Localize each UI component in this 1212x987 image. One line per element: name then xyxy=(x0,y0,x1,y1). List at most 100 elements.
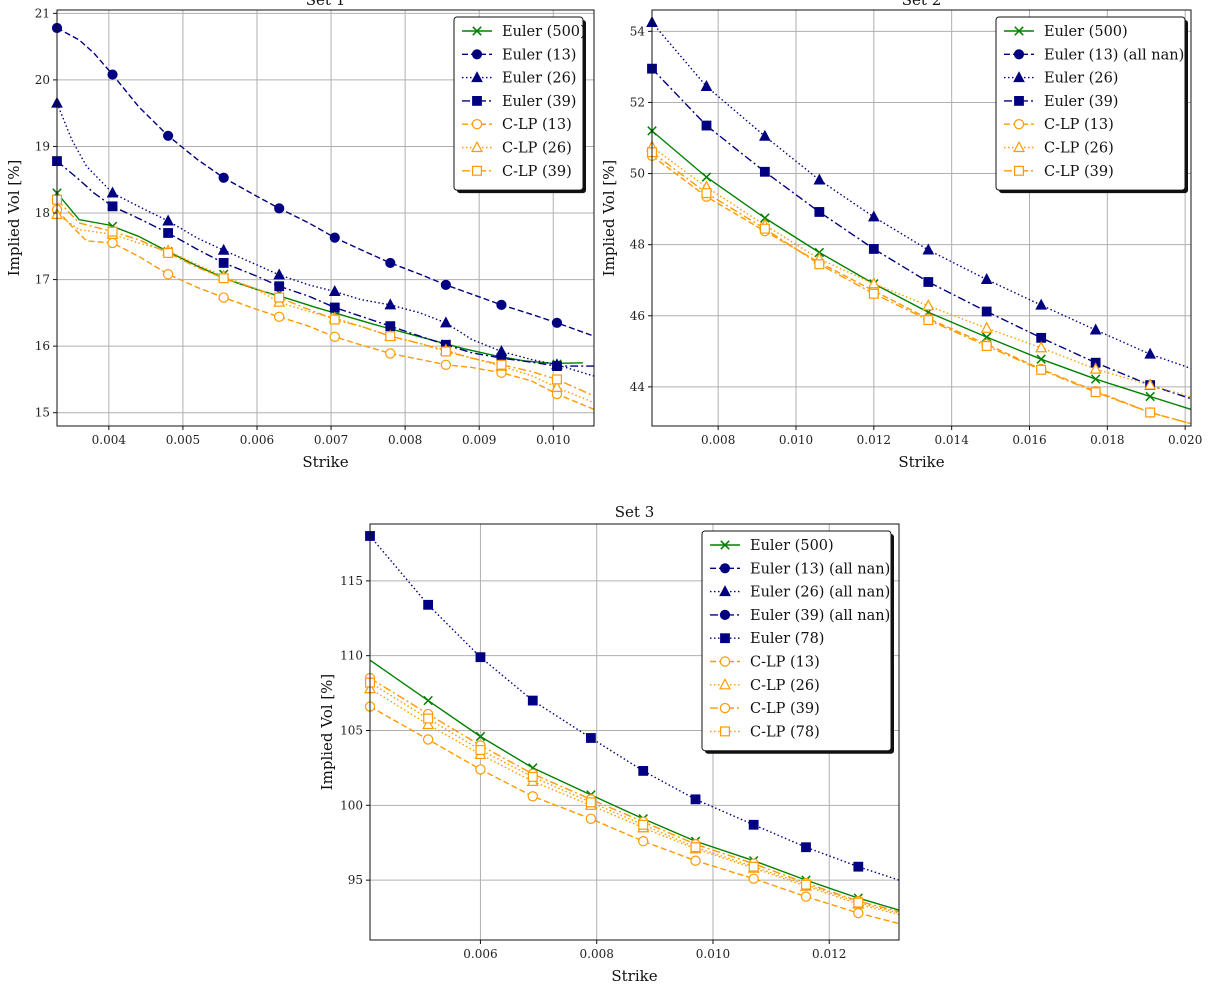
point-euler-78 xyxy=(638,766,649,776)
legend-box xyxy=(995,16,1186,191)
legend-label-euler-78: Euler (78) xyxy=(750,631,824,647)
point-c-lp-26 xyxy=(980,321,993,333)
x-tick-label: 0.007 xyxy=(314,433,348,447)
point-c-lp-39 xyxy=(1036,364,1047,375)
point-euler-26 xyxy=(273,268,286,280)
legend-marker-euler-26 xyxy=(471,71,483,83)
x-tick-label: 0.012 xyxy=(812,947,846,961)
y-axis-label: Implied Vol [%] xyxy=(600,160,618,277)
legend-marker-euler-500 xyxy=(720,540,730,550)
y-tick-label: 54 xyxy=(630,24,646,38)
y-tick-label: 52 xyxy=(630,95,645,109)
point-c-lp-39 xyxy=(329,314,340,325)
point-c-lp-13 xyxy=(329,331,340,343)
legend-label-euler-26: Euler (26) xyxy=(1044,71,1118,87)
point-euler-39 xyxy=(163,228,174,238)
plot-area xyxy=(57,27,594,411)
point-c-lp-13 xyxy=(690,855,701,866)
point-c-lp-13 xyxy=(274,311,285,323)
legend-label-euler-39: Euler (39) xyxy=(1044,94,1118,110)
point-euler-26 xyxy=(440,316,452,328)
legend-marker-euler-39 xyxy=(1014,96,1024,106)
point-c-lp-39 xyxy=(981,341,992,352)
point-c-lp-39 xyxy=(107,226,118,237)
point-euler-78 xyxy=(586,733,596,743)
x-tick-label: 0.010 xyxy=(779,433,813,447)
point-euler-78 xyxy=(475,652,486,663)
x-tick-label: 0.016 xyxy=(1012,433,1046,447)
legend-box xyxy=(701,530,892,752)
x-tick-label: 0.020 xyxy=(1168,433,1202,447)
legend-marker-c-lp-13 xyxy=(1013,118,1025,130)
legend-label-c-lp-13: C-LP (13) xyxy=(502,117,572,133)
point-c-lp-39 xyxy=(868,288,879,299)
point-c-lp-13 xyxy=(218,292,229,303)
chart-title: Set 2 xyxy=(902,0,942,9)
legend-label-euler-500: Euler (500) xyxy=(750,538,834,554)
point-euler-500 xyxy=(701,172,712,182)
plot-frame xyxy=(369,523,900,941)
point-c-lp-39 xyxy=(759,223,770,234)
y-tick-label: 110 xyxy=(340,649,363,663)
point-c-lp-39 xyxy=(274,292,285,303)
x-tick-label: 0.005 xyxy=(166,433,200,447)
chart-set-2: 0.008 0.010 0.012 0.014 0.016 0.018 0.020 44 46 4… xyxy=(600,0,1202,471)
series-line-c-lp-13 xyxy=(57,209,594,411)
point-euler-39 xyxy=(218,258,229,268)
x-tick-label: 0.006 xyxy=(240,433,274,447)
legend-label-euler-26-all-nan: Euler (26) (all nan) xyxy=(750,585,890,601)
point-c-lp-13 xyxy=(107,237,118,249)
series-line-euler-39 xyxy=(57,160,594,367)
y-tick-label: 19 xyxy=(35,139,50,153)
point-euler-500 xyxy=(475,731,486,742)
legend-label-euler-39-all-nan: Euler (39) (all nan) xyxy=(750,608,890,624)
point-c-lp-39 xyxy=(1145,407,1156,418)
point-c-lp-13 xyxy=(475,764,486,775)
point-euler-39 xyxy=(329,302,340,313)
y-axis-label: Implied Vol [%] xyxy=(318,674,336,791)
point-euler-26 xyxy=(980,273,993,285)
point-c-lp-13 xyxy=(422,734,434,745)
point-c-lp-78 xyxy=(475,744,486,755)
x-axis-label: Strike xyxy=(302,453,348,471)
legend-label-c-lp-26: C-LP (26) xyxy=(1044,141,1114,157)
point-c-lp-13 xyxy=(585,813,597,824)
point-c-lp-39 xyxy=(385,331,396,342)
point-euler-13 xyxy=(218,172,229,183)
legend-marker-euler-26-all-nan xyxy=(719,585,731,597)
point-c-lp-78 xyxy=(585,797,596,808)
point-euler-39 xyxy=(274,281,285,292)
legend-marker-c-lp-13 xyxy=(719,656,731,667)
point-euler-26 xyxy=(700,79,713,91)
point-c-lp-26 xyxy=(1144,378,1157,390)
x-tick-label: 0.014 xyxy=(934,433,969,447)
legend: Euler (500) Euler (13) (all nan) Euler (26… xyxy=(701,530,894,754)
series-line-euler-500 xyxy=(57,192,583,365)
y-tick-label: 21 xyxy=(35,6,50,20)
legend-label-c-lp-13: C-LP (13) xyxy=(1044,117,1114,133)
point-c-lp-39 xyxy=(701,188,712,199)
chart-set-3: 0.006 0.008 0.010 0.012 95 100 105 110 115 Strike… xyxy=(318,503,900,985)
point-euler-39 xyxy=(1036,332,1047,343)
point-c-lp-39 xyxy=(551,374,562,385)
point-euler-78 xyxy=(853,861,864,872)
point-euler-39 xyxy=(701,120,712,131)
point-c-lp-13 xyxy=(440,359,452,370)
series-line-euler-39 xyxy=(652,68,1191,400)
point-euler-78 xyxy=(690,794,701,805)
y-tick-label: 20 xyxy=(35,73,50,87)
point-euler-78 xyxy=(801,842,811,853)
y-tick-label: 100 xyxy=(340,798,363,812)
legend-label-c-lp-26: C-LP (26) xyxy=(750,678,820,694)
point-euler-39 xyxy=(814,207,825,217)
x-tick-label: 0.010 xyxy=(696,947,730,961)
y-tick-label: 16 xyxy=(35,339,50,353)
plot-frame xyxy=(56,9,595,427)
legend-marker-euler-500 xyxy=(472,26,482,36)
y-tick-label: 115 xyxy=(340,574,363,588)
y-tick-label: 48 xyxy=(630,238,645,252)
point-c-lp-39 xyxy=(440,346,451,357)
legend-label-c-lp-39: C-LP (39) xyxy=(502,164,572,180)
point-euler-13 xyxy=(163,130,174,141)
point-euler-39 xyxy=(385,321,396,332)
